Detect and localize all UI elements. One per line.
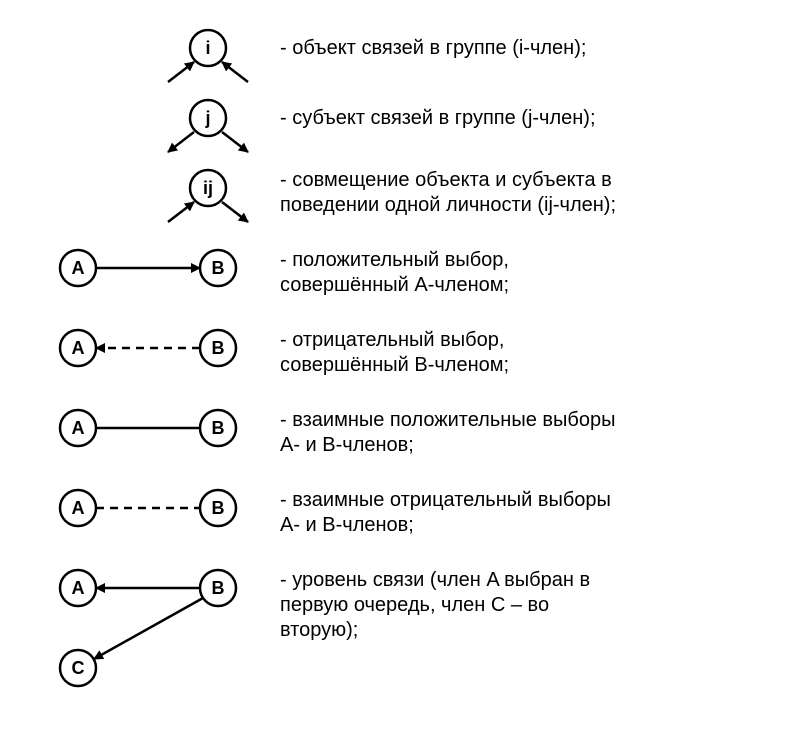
legend-description: - взаимные положительные выборы A- и B-ч… bbox=[280, 408, 615, 458]
node-label: i bbox=[205, 38, 210, 58]
edge bbox=[168, 62, 194, 82]
edge bbox=[222, 202, 248, 222]
node: B bbox=[200, 250, 236, 286]
node-label: B bbox=[212, 498, 225, 518]
node-label: C bbox=[72, 658, 85, 678]
node: B bbox=[200, 490, 236, 526]
edge bbox=[222, 132, 248, 152]
edge bbox=[222, 62, 248, 82]
node: A bbox=[60, 410, 96, 446]
node-label: A bbox=[72, 578, 85, 598]
node: A bbox=[60, 250, 96, 286]
legend-description: - субъект связей в группе (j-член); bbox=[280, 106, 596, 131]
node-label: B bbox=[212, 578, 225, 598]
edge bbox=[168, 132, 194, 152]
node-label: A bbox=[72, 338, 85, 358]
legend-description: - совмещение объекта и субъекта в поведе… bbox=[280, 168, 616, 218]
node-label: ij bbox=[203, 178, 213, 198]
node: B bbox=[200, 410, 236, 446]
node: i bbox=[190, 30, 226, 66]
node-label: A bbox=[72, 258, 85, 278]
node-label: B bbox=[212, 418, 225, 438]
edge bbox=[168, 202, 194, 222]
node: A bbox=[60, 570, 96, 606]
node-label: B bbox=[212, 338, 225, 358]
node: A bbox=[60, 490, 96, 526]
node-label: j bbox=[204, 108, 210, 128]
node: ij bbox=[190, 170, 226, 206]
edge bbox=[94, 598, 203, 659]
legend-description: - объект связей в группе (i-член); bbox=[280, 36, 586, 61]
legend-description: - отрицательный выбор, совершённый B-чле… bbox=[280, 328, 509, 378]
legend-description: - положительный выбор, совершённый A-чле… bbox=[280, 248, 509, 298]
node-label: A bbox=[72, 498, 85, 518]
legend-description: - взаимные отрицательный выборы A- и B-ч… bbox=[280, 488, 611, 538]
node-label: B bbox=[212, 258, 225, 278]
node: B bbox=[200, 330, 236, 366]
node: A bbox=[60, 330, 96, 366]
node-label: A bbox=[72, 418, 85, 438]
diagram-container: ijijABABABABABC - объект связей в группе… bbox=[0, 0, 800, 732]
legend-description: - уровень связи (член A выбран в первую … bbox=[280, 568, 590, 643]
node: j bbox=[190, 100, 226, 136]
node: C bbox=[60, 650, 96, 686]
node: B bbox=[200, 570, 236, 606]
